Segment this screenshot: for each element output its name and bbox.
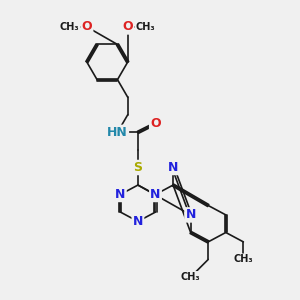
Text: O: O [82,20,92,33]
Text: N: N [150,188,161,201]
Text: CH₃: CH₃ [181,272,200,282]
Text: CH₃: CH₃ [136,22,155,32]
Text: CH₃: CH₃ [59,22,79,32]
Text: O: O [122,20,133,33]
Text: N: N [133,215,143,228]
Text: O: O [150,117,161,130]
Text: N: N [185,208,196,221]
Text: HN: HN [107,126,128,139]
Text: N: N [115,188,125,201]
Text: CH₃: CH₃ [234,254,253,265]
Text: N: N [168,161,178,174]
Text: S: S [134,161,142,174]
